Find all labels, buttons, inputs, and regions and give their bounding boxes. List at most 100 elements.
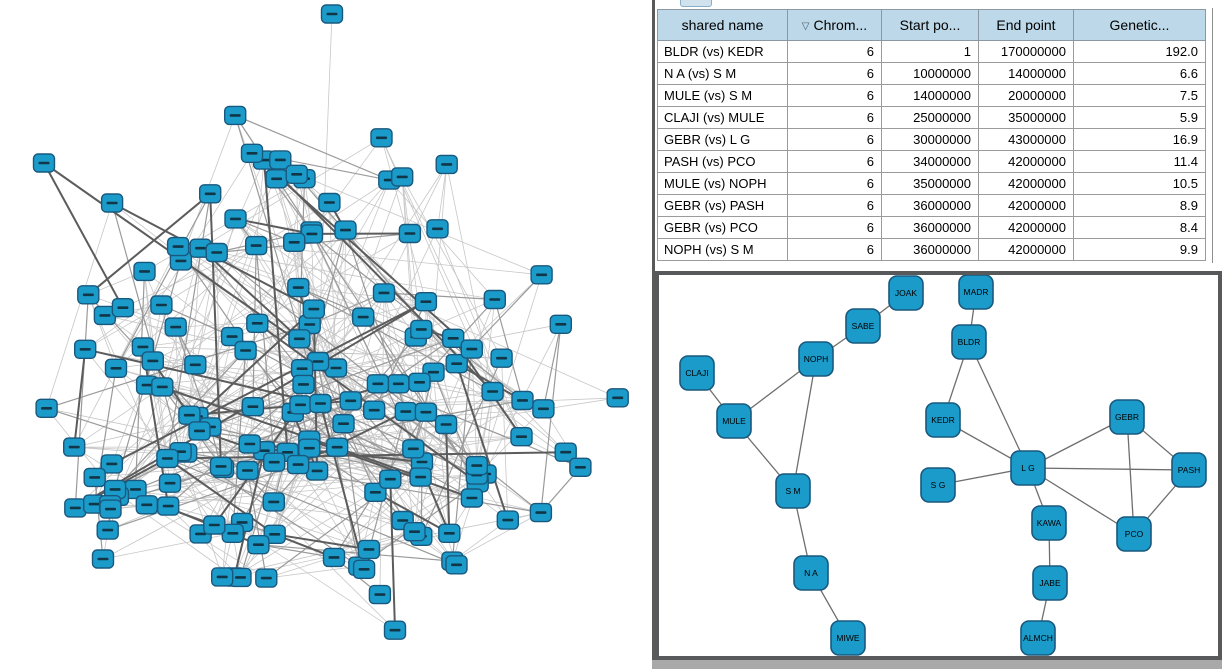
network-node[interactable] [606, 388, 629, 408]
column-header-3[interactable]: End point [978, 9, 1074, 41]
network-node[interactable] [391, 167, 414, 187]
network-edge[interactable] [246, 470, 267, 579]
table-cell[interactable]: GEBR (vs) PCO [657, 216, 788, 239]
network-edge[interactable] [177, 246, 300, 340]
network-edge[interactable] [84, 349, 234, 534]
column-header-1[interactable]: ▽ Chrom... [787, 9, 882, 41]
table-cell[interactable]: 6 [787, 62, 882, 85]
network-node[interactable] [156, 496, 180, 516]
network-node[interactable] [287, 277, 310, 298]
network-edge[interactable] [401, 176, 502, 359]
network-node[interactable] [285, 164, 308, 185]
node-shape[interactable] [925, 402, 961, 438]
network-node[interactable] [246, 313, 269, 333]
network-edge[interactable] [235, 217, 313, 235]
network-edge[interactable] [169, 482, 396, 631]
table-cell[interactable]: 6 [787, 238, 882, 261]
table-row[interactable]: GEBR (vs) L G 6 30000000 43000000 16.9 [657, 128, 1206, 151]
table-cell[interactable]: GEBR (vs) PASH [657, 194, 788, 217]
subnetwork-node-miwe[interactable]: MIWE [830, 620, 866, 656]
network-node[interactable] [283, 232, 306, 253]
network-node[interactable] [370, 128, 393, 148]
subnetwork-node-s-m[interactable]: S M [775, 473, 811, 509]
network-node[interactable] [269, 150, 292, 170]
network-node[interactable] [210, 567, 234, 587]
table-row[interactable]: PASH (vs) PCO 6 34000000 42000000 11.4 [657, 150, 1206, 173]
network-edge[interactable] [194, 218, 236, 365]
table-cell[interactable]: 42000000 [978, 216, 1074, 239]
node-shape[interactable] [1031, 505, 1067, 541]
network-edge[interactable] [389, 479, 396, 631]
table-cell[interactable]: MULE (vs) S M [657, 84, 788, 107]
network-edge[interactable] [540, 324, 562, 513]
network-node[interactable] [100, 193, 124, 213]
table-row[interactable]: GEBR (vs) PCO 6 36000000 42000000 8.4 [657, 216, 1206, 239]
subnetwork-node-kawa[interactable]: KAWA [1031, 505, 1067, 541]
network-node[interactable] [334, 220, 357, 240]
table-cell[interactable]: 6 [787, 40, 882, 63]
network-node[interactable] [209, 456, 233, 477]
network-edge[interactable] [234, 114, 390, 181]
network-edge[interactable] [298, 178, 306, 339]
network-node[interactable] [238, 434, 262, 454]
network-node[interactable] [352, 559, 376, 579]
network-node[interactable] [241, 397, 265, 417]
network-edge[interactable] [235, 218, 299, 288]
table-cell[interactable]: N A (vs) S M [657, 62, 788, 85]
network-node[interactable] [481, 381, 504, 402]
network-edge[interactable] [73, 386, 163, 448]
table-row[interactable]: MULE (vs) S M 6 14000000 20000000 7.5 [657, 84, 1206, 107]
network-node[interactable] [305, 461, 329, 481]
node-shape[interactable] [951, 324, 987, 360]
network-node[interactable] [205, 242, 228, 263]
network-edge[interactable] [146, 229, 346, 386]
network-node[interactable] [332, 414, 355, 434]
table-cell[interactable]: PASH (vs) PCO [657, 150, 788, 173]
network-node[interactable] [220, 326, 244, 347]
network-node[interactable] [184, 355, 207, 375]
network-edge[interactable] [43, 162, 124, 309]
table-cell[interactable]: 6 [787, 150, 882, 173]
network-edge[interactable] [73, 246, 179, 448]
table-row[interactable]: CLAJI (vs) MULE 6 25000000 35000000 5.9 [657, 106, 1206, 129]
network-edge[interactable] [452, 512, 542, 562]
network-node[interactable] [133, 261, 156, 282]
column-header-4[interactable]: Genetic... [1073, 9, 1206, 41]
column-header-2[interactable]: Start po... [881, 9, 979, 41]
network-edge[interactable] [87, 193, 211, 296]
network-edge[interactable] [161, 385, 421, 479]
network-edge[interactable] [115, 193, 211, 369]
node-shape[interactable] [1109, 399, 1145, 435]
network-node[interactable] [357, 539, 381, 560]
network-edge[interactable] [446, 164, 493, 392]
network-edge[interactable] [425, 301, 473, 499]
node-shape[interactable] [716, 403, 752, 439]
network-node[interactable] [460, 339, 483, 359]
network-node[interactable] [288, 329, 311, 349]
network-edge[interactable] [74, 294, 89, 508]
network-node[interactable] [309, 393, 332, 414]
network-node[interactable] [64, 498, 87, 518]
network-node[interactable] [549, 314, 572, 334]
network-node[interactable] [445, 555, 468, 575]
table-cell[interactable]: 10000000 [881, 62, 979, 85]
subnetwork-edge[interactable] [792, 358, 817, 492]
table-cell[interactable]: 16.9 [1073, 128, 1206, 151]
network-node[interactable] [532, 399, 555, 419]
table-cell[interactable]: 6 [787, 172, 882, 195]
network-node[interactable] [166, 236, 190, 257]
network-node[interactable] [203, 515, 226, 535]
network-node[interactable] [318, 192, 341, 213]
table-cell[interactable]: 6 [787, 84, 882, 107]
network-node[interactable] [141, 351, 165, 371]
network-node[interactable] [223, 105, 247, 126]
network-edge[interactable] [122, 245, 257, 309]
network-edge[interactable] [185, 452, 243, 523]
network-node[interactable] [240, 143, 264, 164]
subnetwork-node-pco[interactable]: PCO [1116, 516, 1152, 552]
network-node[interactable] [244, 235, 268, 256]
network-node[interactable] [402, 439, 425, 459]
network-edge[interactable] [309, 324, 423, 463]
network-node[interactable] [394, 401, 417, 422]
network-node[interactable] [352, 307, 375, 327]
